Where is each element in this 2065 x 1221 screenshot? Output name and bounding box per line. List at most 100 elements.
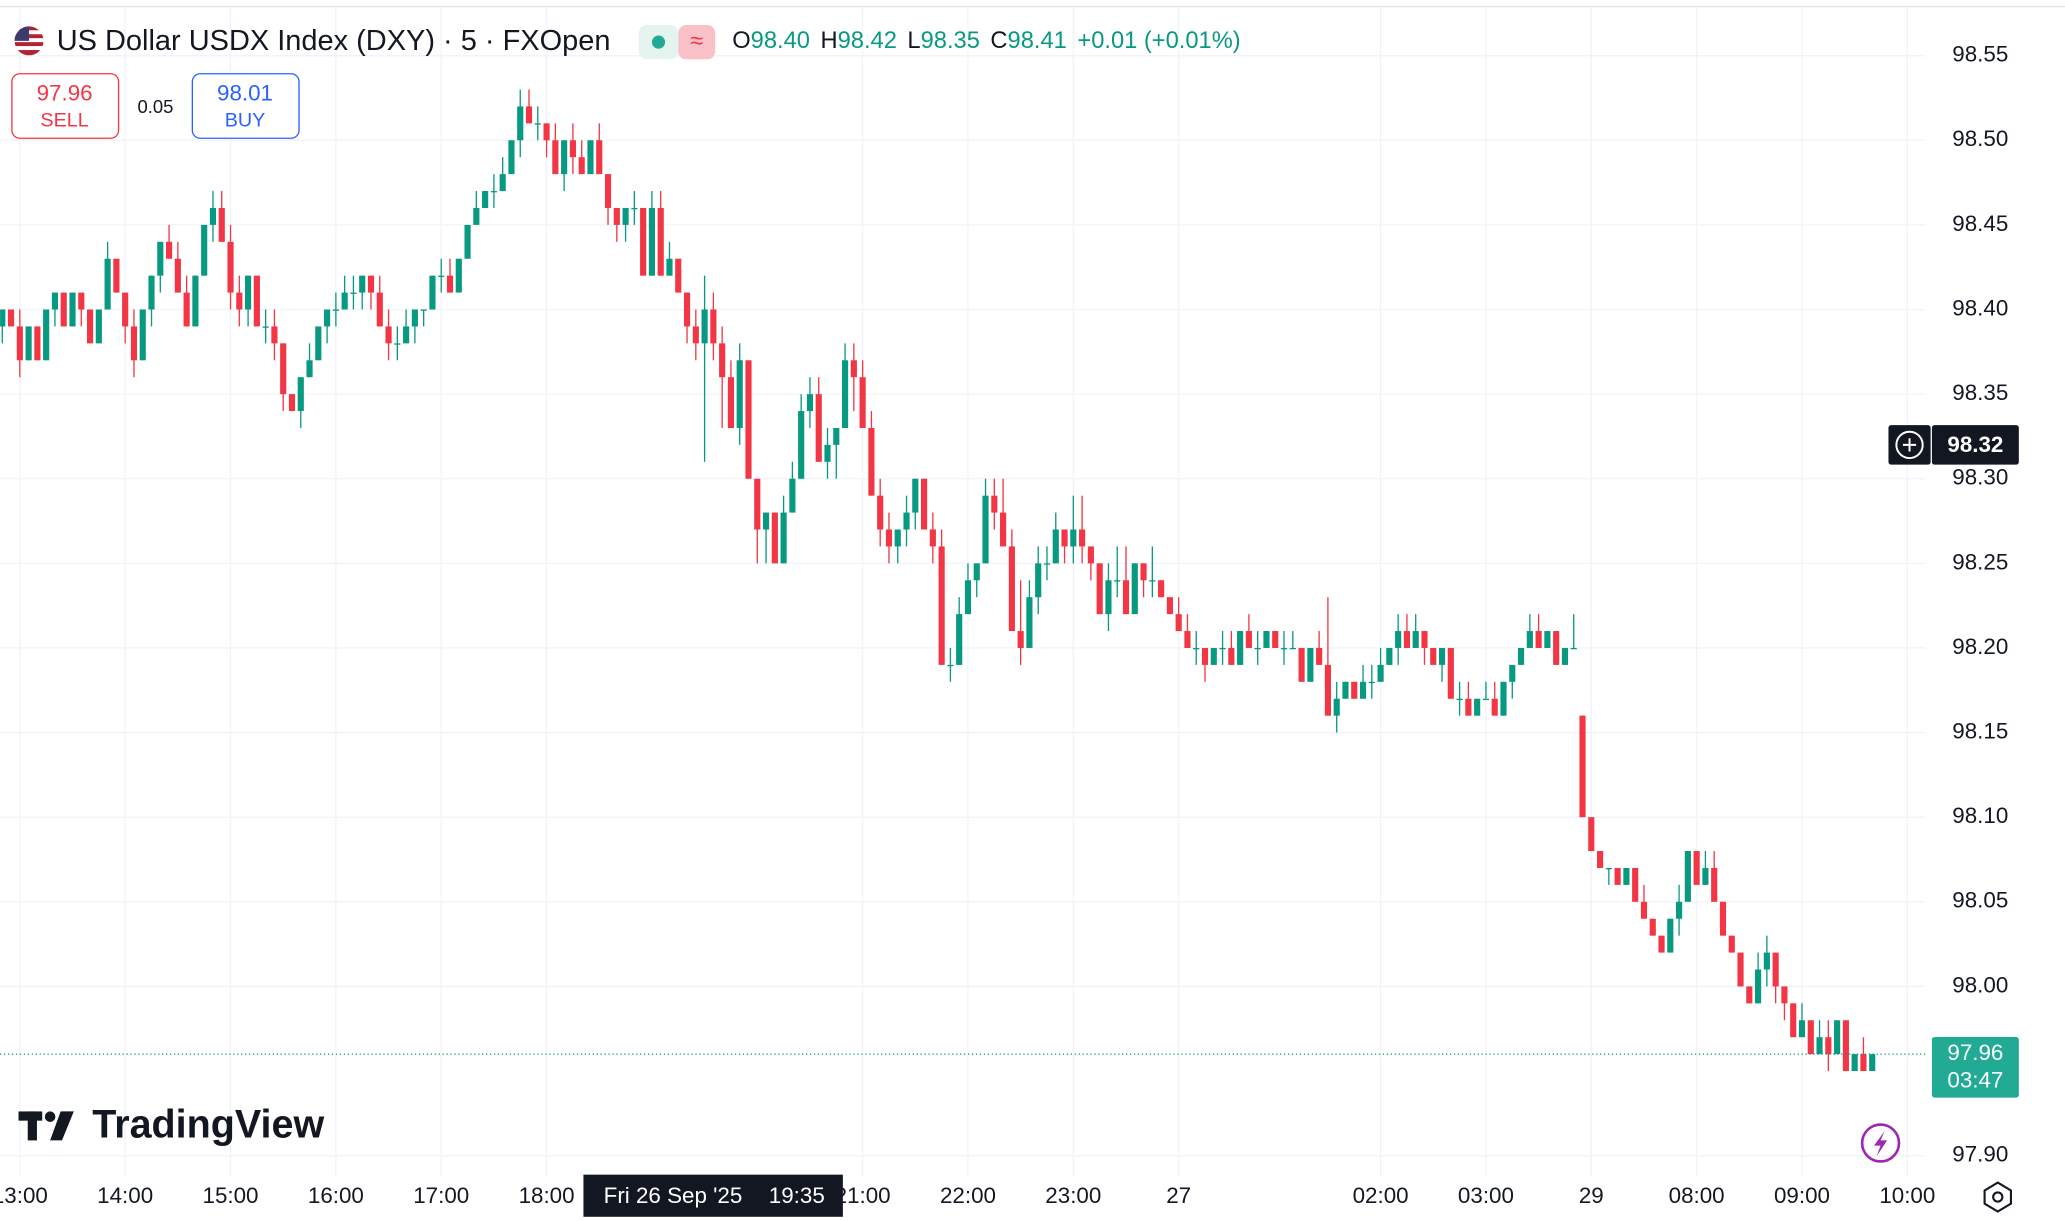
candle-body xyxy=(394,343,401,345)
candle-body xyxy=(1114,580,1121,582)
candle-body xyxy=(51,292,59,310)
candle-body xyxy=(859,377,866,428)
candle-body xyxy=(675,258,682,293)
candle-body xyxy=(130,326,138,361)
candle-body xyxy=(438,275,445,277)
buy-button[interactable] xyxy=(191,73,300,139)
candle-body xyxy=(1043,563,1051,565)
grid xyxy=(0,6,1926,1176)
sell-price[interactable]: 97.96 xyxy=(37,81,93,106)
candle-body xyxy=(1605,867,1612,870)
candle-body xyxy=(561,140,568,175)
y-tick-label: 98.00 xyxy=(1952,972,2008,997)
candle-body xyxy=(508,140,515,175)
candle-body xyxy=(956,614,963,665)
candle-body xyxy=(1412,631,1419,648)
candle-body xyxy=(894,529,901,547)
candle-body xyxy=(1272,631,1279,648)
candle-body xyxy=(1474,698,1481,716)
candle-body xyxy=(1658,935,1665,953)
candle-body xyxy=(912,478,919,513)
candle-body xyxy=(227,241,234,293)
candle-body xyxy=(1465,698,1472,716)
candle-body xyxy=(1623,867,1630,885)
candle-body xyxy=(1746,986,1753,1004)
candle-body xyxy=(1491,698,1498,716)
candle-body xyxy=(1728,935,1735,953)
candle-body xyxy=(1579,715,1586,818)
ohlc-key: C xyxy=(990,28,1007,54)
candle-body xyxy=(1509,664,1516,682)
candle-body xyxy=(982,495,989,564)
candle-body xyxy=(148,275,155,310)
candle-body xyxy=(850,360,857,378)
candle-body xyxy=(552,140,559,175)
candle-body xyxy=(288,394,296,412)
candle-body xyxy=(1280,647,1288,650)
candle-body xyxy=(1298,647,1305,682)
x-tick-label: 02:00 xyxy=(1353,1183,1409,1208)
crosshair-price-box xyxy=(1931,425,2019,465)
candle-body xyxy=(798,411,805,479)
candle-body xyxy=(543,123,550,141)
candle-body xyxy=(1307,647,1314,682)
candle-body xyxy=(1588,817,1595,852)
candle-body xyxy=(1201,647,1209,665)
candle-body xyxy=(429,275,436,310)
candle-body xyxy=(1834,1020,1841,1055)
candle-body xyxy=(482,191,489,208)
candle-body xyxy=(938,546,945,665)
x-tick-label: 14:00 xyxy=(97,1183,153,1208)
lightning-button[interactable] xyxy=(1860,1123,1901,1163)
candle-body xyxy=(1149,580,1156,582)
candle-body xyxy=(69,292,76,327)
candle-body xyxy=(1395,631,1402,648)
ohlc-value: 98.41 xyxy=(1008,28,1067,54)
candle-body xyxy=(1544,631,1551,648)
sell-button[interactable] xyxy=(11,73,120,139)
candle-body xyxy=(1237,631,1244,665)
candle-body xyxy=(1403,631,1411,648)
candle-body xyxy=(578,157,585,175)
ohlc-legend: O98.40 H98.42 L98.35 C98.41 +0.01 (+0.01%) xyxy=(732,28,1240,54)
buy-price[interactable]: 98.01 xyxy=(217,81,273,106)
candle-body xyxy=(139,309,146,361)
candle-body xyxy=(534,123,541,125)
last-price-box xyxy=(1931,1036,2019,1098)
x-tick-label: 16:00 xyxy=(308,1183,364,1208)
lightning-icon[interactable] xyxy=(1873,1131,1888,1157)
candle-body xyxy=(385,326,392,344)
candle-body xyxy=(1254,647,1261,650)
candle-body xyxy=(1755,969,1762,1004)
candle-body xyxy=(1052,529,1059,564)
candle-body xyxy=(1131,563,1138,615)
candle-body xyxy=(727,377,735,428)
status-icon: ≈ xyxy=(690,28,703,54)
candle-body xyxy=(1105,580,1112,615)
candle-body xyxy=(1526,631,1533,648)
candle-body xyxy=(201,224,208,276)
candle-body xyxy=(245,275,252,310)
candle-body xyxy=(1447,647,1454,699)
candle-body xyxy=(1158,580,1165,598)
candle-body xyxy=(446,275,454,293)
candle-body xyxy=(604,174,612,208)
candle-body xyxy=(1596,851,1604,868)
candle-body xyxy=(1359,681,1367,699)
chart-title: US Dollar USDX Index (DXY) · 5 · FXOpen xyxy=(57,25,611,57)
candle-body xyxy=(736,360,743,428)
candle-body xyxy=(1096,563,1103,615)
buy-label[interactable]: BUY xyxy=(225,109,266,131)
candle-body xyxy=(973,563,980,581)
x-tick-label: 03:00 xyxy=(1458,1183,1514,1208)
candle-body xyxy=(350,292,357,294)
settings-button[interactable] xyxy=(1983,1181,2012,1213)
candle-body xyxy=(157,241,164,276)
sell-label[interactable]: SELL xyxy=(40,109,88,131)
candle-body xyxy=(1008,546,1015,632)
candle-body xyxy=(771,512,778,564)
candle-body xyxy=(745,360,752,479)
last-price-label: 97.96 xyxy=(1947,1040,2003,1065)
candle-body xyxy=(420,309,427,311)
